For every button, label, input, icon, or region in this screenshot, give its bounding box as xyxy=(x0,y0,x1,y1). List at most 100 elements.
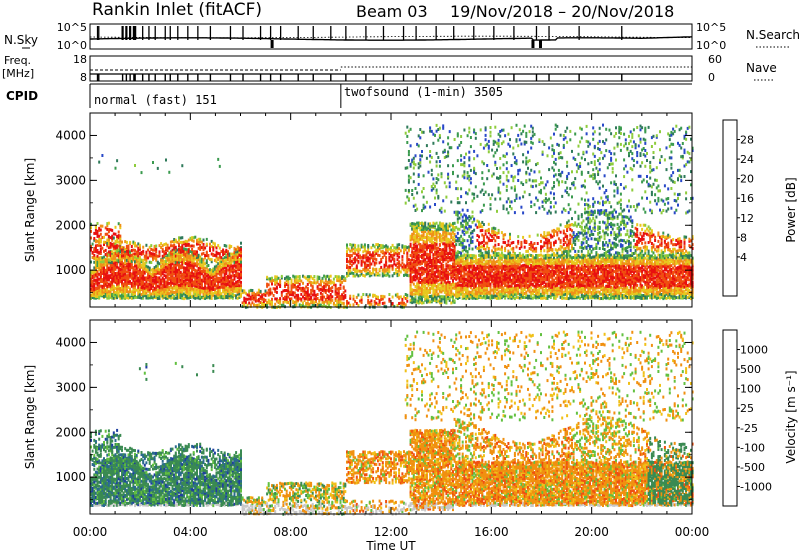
range-gate-cell xyxy=(98,268,101,272)
range-gate-cell xyxy=(218,254,221,258)
range-gate-cell xyxy=(174,282,177,286)
range-gate-cell xyxy=(225,244,228,248)
range-gate-cell xyxy=(421,256,423,260)
range-gate-cell xyxy=(200,264,203,268)
range-gate-cell xyxy=(311,303,314,307)
range-gate-cell xyxy=(217,262,220,266)
range-gate-cell xyxy=(279,297,282,301)
range-gate-cell xyxy=(182,256,185,260)
range-gate-cell xyxy=(109,267,112,271)
range-gate-cell xyxy=(434,264,436,268)
range-gate-cell xyxy=(473,149,476,153)
range-gate-cell xyxy=(474,132,477,136)
range-gate-cell xyxy=(339,294,342,298)
range-gate-cell xyxy=(274,302,277,306)
range-gate-cell xyxy=(487,144,490,148)
range-gate-cell xyxy=(209,288,211,292)
range-gate-cell xyxy=(134,295,136,299)
range-gate-cell xyxy=(391,264,394,268)
range-gate-cell xyxy=(182,288,185,292)
range-gate-cell xyxy=(204,262,207,266)
range-gate-cell xyxy=(231,294,234,298)
range-gate-cell xyxy=(236,260,239,264)
range-gate-cell xyxy=(409,262,412,265)
range-gate-cell xyxy=(396,274,399,278)
range-gate-cell xyxy=(458,201,461,205)
range-gate-cell xyxy=(438,278,441,282)
range-gate-cell xyxy=(381,244,384,248)
range-gate-cell xyxy=(411,264,414,268)
range-gate-cell xyxy=(215,278,218,282)
range-gate-cell xyxy=(228,288,231,292)
range-gate-cell xyxy=(396,303,399,307)
range-gate-cell xyxy=(189,283,192,286)
range-gate-cell xyxy=(122,282,125,286)
range-gate-cell xyxy=(429,269,432,273)
range-gate-cell xyxy=(424,226,427,230)
range-gate-cell xyxy=(194,286,197,290)
range-gate-cell xyxy=(292,291,295,295)
range-gate-cell xyxy=(182,247,185,251)
range-gate-cell xyxy=(215,264,218,268)
range-gate-cell xyxy=(424,270,427,274)
range-gate-cell xyxy=(443,234,446,238)
range-gate-cell xyxy=(285,292,288,296)
range-gate-cell xyxy=(391,249,394,253)
range-gate-cell xyxy=(156,166,159,170)
range-gate-cell xyxy=(156,266,159,270)
range-gate-cell xyxy=(385,258,388,262)
range-gate-cell xyxy=(202,286,205,290)
range-gate-cell xyxy=(121,286,123,290)
range-gate-cell xyxy=(337,289,340,293)
range-gate-cell xyxy=(429,228,432,232)
range-gate-cell xyxy=(204,277,207,281)
range-gate-cell xyxy=(176,274,179,278)
range-gate-cell xyxy=(243,296,246,300)
nsky-line xyxy=(90,36,693,41)
range-gate-cell xyxy=(313,301,316,305)
range-gate-cell xyxy=(456,197,459,201)
range-gate-cell xyxy=(430,224,433,228)
range-gate-cell xyxy=(194,252,197,256)
range-gate-cell xyxy=(274,289,277,293)
range-gate-cell xyxy=(437,272,440,276)
range-gate-cell xyxy=(163,289,166,292)
range-gate-cell xyxy=(202,248,205,251)
range-gate-cell xyxy=(189,286,192,290)
range-gate-cell xyxy=(341,275,344,279)
range-gate-cell xyxy=(192,259,195,263)
range-gate-cell xyxy=(404,188,407,192)
range-gate-cell xyxy=(251,301,254,305)
range-gate-cell xyxy=(438,208,441,212)
range-gate-cell xyxy=(422,277,425,281)
range-gate-cell xyxy=(218,262,221,266)
range-gate-cell xyxy=(443,242,446,246)
range-gate-cell xyxy=(176,260,179,264)
range-gate-cell xyxy=(213,277,216,281)
range-gate-cell xyxy=(331,285,334,289)
range-gate-cell xyxy=(116,159,119,163)
range-gate-cell xyxy=(217,280,220,284)
range-gate-cell xyxy=(134,280,136,284)
range-gate-cell xyxy=(207,270,210,274)
range-gate-cell xyxy=(334,291,337,295)
range-gate-cell xyxy=(121,270,123,274)
range-gate-cell xyxy=(215,284,218,288)
range-gate-cell xyxy=(425,293,428,296)
range-gate-cell xyxy=(166,278,169,282)
range-gate-cell xyxy=(202,279,205,283)
range-gate-cell xyxy=(432,296,435,300)
range-gate-cell xyxy=(440,290,443,294)
range-gate-cell xyxy=(217,271,220,275)
range-gate-cell xyxy=(222,248,225,252)
range-gate-cell xyxy=(404,245,407,249)
range-gate-cell xyxy=(388,297,391,301)
range-gate-cell xyxy=(432,290,435,294)
range-gate-cell xyxy=(107,278,110,282)
range-gate-cell xyxy=(279,281,282,285)
range-gate-cell xyxy=(215,254,218,258)
range-gate-cell xyxy=(274,297,277,301)
range-gate-cell xyxy=(182,297,185,301)
range-gate-cell xyxy=(414,268,417,272)
range-gate-cell xyxy=(104,259,107,263)
